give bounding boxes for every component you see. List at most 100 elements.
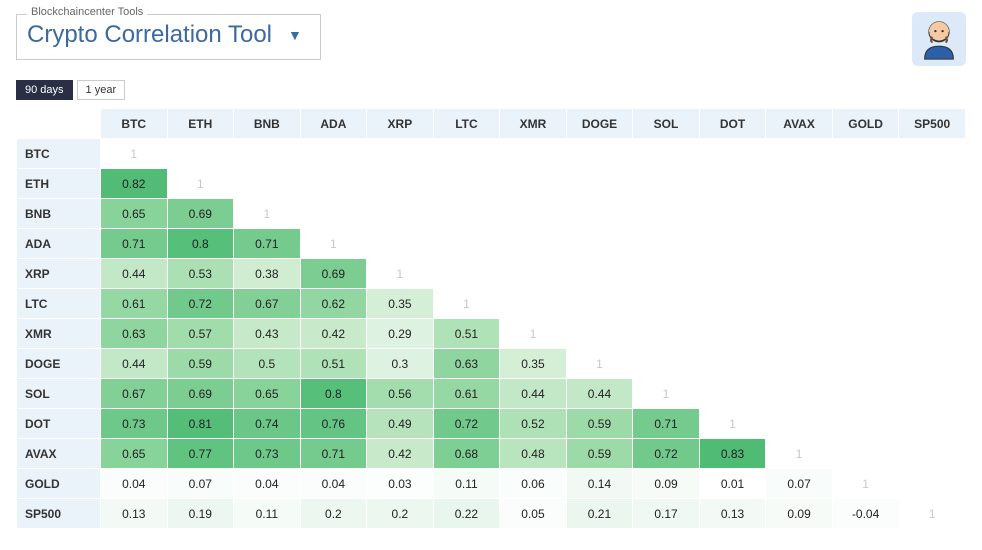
col-header: GOLD: [832, 109, 899, 139]
tab-1-year[interactable]: 1 year: [77, 80, 126, 100]
matrix-cell: 0.71: [101, 229, 168, 259]
correlation-matrix: BTCETHBNBADAXRPLTCXMRDOGESOLDOTAVAXGOLDS…: [0, 108, 982, 539]
matrix-cell: [766, 199, 833, 229]
matrix-cell: 0.07: [766, 469, 833, 499]
chevron-down-icon: ▼: [288, 27, 302, 43]
matrix-cell: [766, 319, 833, 349]
matrix-cell: [300, 169, 367, 199]
matrix-cell: [699, 379, 766, 409]
matrix-cell: [433, 169, 500, 199]
row-header: BNB: [17, 199, 101, 229]
col-header: DOGE: [566, 109, 633, 139]
row-header: LTC: [17, 289, 101, 319]
matrix-cell: [300, 199, 367, 229]
matrix-cell: [500, 199, 567, 229]
matrix-cell: [367, 139, 434, 169]
matrix-cell: [899, 139, 966, 169]
matrix-cell: 0.63: [433, 349, 500, 379]
matrix-cell: 0.65: [101, 439, 168, 469]
matrix-cell: 0.63: [101, 319, 168, 349]
col-header: ETH: [167, 109, 234, 139]
matrix-cell: 0.09: [633, 469, 700, 499]
matrix-cell: 1: [832, 469, 899, 499]
matrix-cell: [500, 139, 567, 169]
matrix-cell: 1: [500, 319, 567, 349]
matrix-cell: 0.44: [101, 259, 168, 289]
timeframe-tabs: 90 days 1 year: [0, 66, 982, 108]
matrix-cell: 0.13: [101, 499, 168, 529]
matrix-cell: 0.74: [234, 409, 301, 439]
matrix-cell: 0.62: [300, 289, 367, 319]
matrix-cell: [167, 139, 234, 169]
matrix-cell: [633, 289, 700, 319]
matrix-cell: [766, 409, 833, 439]
matrix-cell: [899, 319, 966, 349]
matrix-cell: 0.44: [101, 349, 168, 379]
row-header: SP500: [17, 499, 101, 529]
matrix-cell: [433, 139, 500, 169]
matrix-cell: 0.29: [367, 319, 434, 349]
avatar[interactable]: [912, 12, 966, 66]
matrix-cell: [633, 259, 700, 289]
row-header: DOT: [17, 409, 101, 439]
matrix-cell: [500, 169, 567, 199]
matrix-cell: 0.81: [167, 409, 234, 439]
matrix-cell: [566, 319, 633, 349]
matrix-cell: 0.5: [234, 349, 301, 379]
col-header: SP500: [899, 109, 966, 139]
tab-90-days[interactable]: 90 days: [16, 80, 73, 100]
matrix-cell: 0.73: [101, 409, 168, 439]
matrix-cell: 0.53: [167, 259, 234, 289]
matrix-cell: [633, 349, 700, 379]
matrix-cell: [766, 139, 833, 169]
matrix-cell: [899, 289, 966, 319]
matrix-cell: [633, 169, 700, 199]
matrix-cell: [633, 229, 700, 259]
matrix-cell: [633, 139, 700, 169]
tool-selector[interactable]: Blockchaincenter Tools Crypto Correlatio…: [16, 14, 321, 60]
matrix-cell: [699, 169, 766, 199]
matrix-cell: [832, 229, 899, 259]
matrix-cell: 0.06: [500, 469, 567, 499]
matrix-cell: 1: [367, 259, 434, 289]
matrix-cell: [566, 169, 633, 199]
matrix-cell: [699, 199, 766, 229]
matrix-cell: 0.71: [234, 229, 301, 259]
matrix-cell: [433, 229, 500, 259]
matrix-cell: 0.59: [167, 349, 234, 379]
row-header: AVAX: [17, 439, 101, 469]
matrix-cell: [699, 139, 766, 169]
matrix-cell: [832, 199, 899, 229]
matrix-cell: [766, 289, 833, 319]
row-header: XMR: [17, 319, 101, 349]
matrix-cell: [899, 439, 966, 469]
avatar-icon: [916, 16, 962, 62]
matrix-cell: [699, 229, 766, 259]
matrix-cell: 0.01: [699, 469, 766, 499]
matrix-cell: 0.48: [500, 439, 567, 469]
matrix-cell: [832, 139, 899, 169]
matrix-cell: 0.04: [234, 469, 301, 499]
matrix-cell: [766, 259, 833, 289]
matrix-cell: [832, 169, 899, 199]
matrix-cell: [832, 439, 899, 469]
col-header: BNB: [234, 109, 301, 139]
matrix-cell: 0.67: [234, 289, 301, 319]
matrix-cell: [300, 139, 367, 169]
matrix-cell: 0.44: [500, 379, 567, 409]
matrix-cell: 0.35: [367, 289, 434, 319]
col-header: AVAX: [766, 109, 833, 139]
matrix-cell: 0.11: [433, 469, 500, 499]
matrix-cell: 1: [101, 139, 168, 169]
row-header: ETH: [17, 169, 101, 199]
row-header: ADA: [17, 229, 101, 259]
matrix-cell: [766, 229, 833, 259]
matrix-cell: [899, 229, 966, 259]
matrix-cell: [766, 169, 833, 199]
matrix-cell: [699, 349, 766, 379]
matrix-cell: 0.8: [300, 379, 367, 409]
matrix-cell: 0.04: [300, 469, 367, 499]
matrix-cell: 0.77: [167, 439, 234, 469]
matrix-cell: [899, 469, 966, 499]
col-header: DOT: [699, 109, 766, 139]
